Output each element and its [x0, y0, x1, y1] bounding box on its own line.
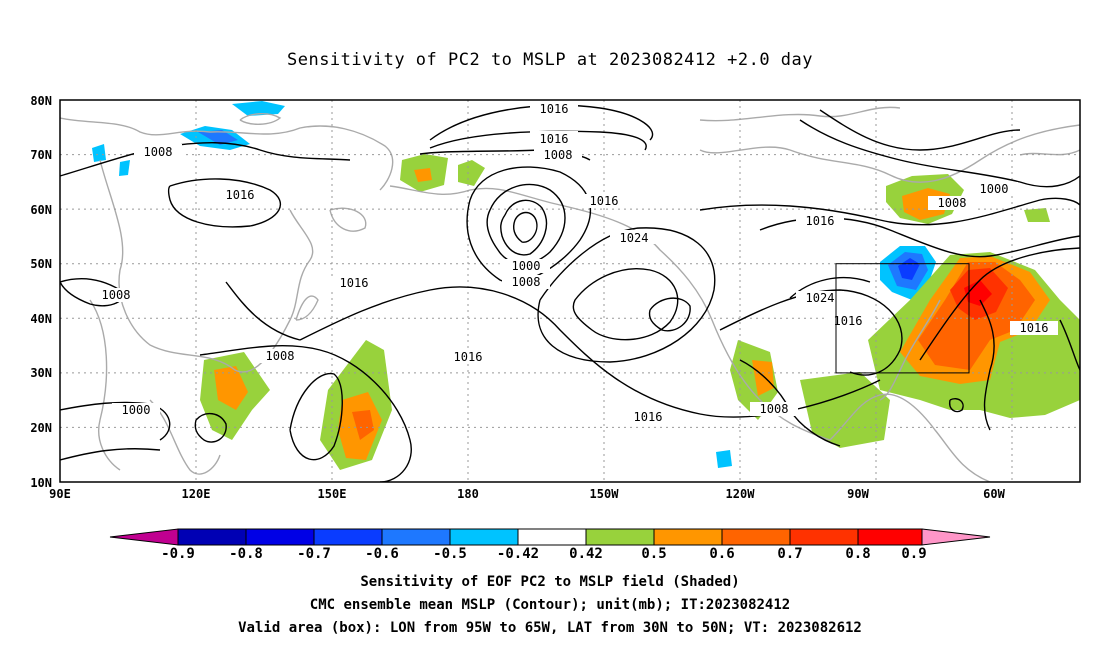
contour-label: 1008: [144, 145, 173, 159]
lon-label: 150E: [318, 487, 347, 501]
contour-label: 1016: [834, 314, 863, 328]
longitude-labels: 90E 120E 150E 180 150W 120W 90W 60W: [49, 487, 1005, 501]
contour-label: 1008: [266, 349, 295, 363]
pos-shade: [352, 410, 374, 440]
colorbar-bin: [381, 528, 451, 546]
colorbar-label: 0.6: [709, 546, 734, 562]
caption-valid-area: Valid area (box): LON from 95W to 65W, L…: [238, 620, 862, 636]
colorbar: -0.9 -0.8 -0.7 -0.6 -0.5 -0.42 0.42 0.5 …: [109, 528, 991, 562]
contour-label: 1008: [938, 196, 967, 210]
pos-shade: [730, 340, 778, 420]
lat-label: 10N: [30, 476, 52, 490]
neg-shade: [198, 130, 238, 145]
colorbar-low-triangle: [109, 528, 179, 546]
colorbar-bin: [517, 528, 587, 546]
contour-label: 1008: [544, 148, 573, 162]
contour-label: 1016: [634, 410, 663, 424]
colorbar-high-triangle: [921, 528, 991, 546]
colorbar-label: -0.9: [161, 546, 195, 562]
colorbar-bin: [857, 528, 923, 546]
sensitivity-map: 1016 1016 1008 1016 1008 1016 1024 1000 …: [30, 94, 1081, 562]
colorbar-bin: [313, 528, 383, 546]
lon-label: 120W: [726, 487, 756, 501]
lat-label: 30N: [30, 366, 52, 380]
colorbar-label: -0.7: [297, 546, 331, 562]
shaded-sensitivity: [92, 101, 1080, 470]
colorbar-bin: [789, 528, 859, 546]
lon-label: 60W: [983, 487, 1005, 501]
pos-shade: [1024, 208, 1050, 222]
contour-label: 1000: [122, 403, 151, 417]
lat-label: 40N: [30, 312, 52, 326]
lon-label: 90W: [847, 487, 869, 501]
colorbar-label: -0.5: [433, 546, 467, 562]
neg-shade: [119, 160, 130, 176]
contour-label: 1016: [1020, 321, 1049, 335]
lat-label: 20N: [30, 421, 52, 435]
coastlines: [60, 106, 1080, 482]
caption-shading: Sensitivity of EOF PC2 to MSLP field (Sh…: [360, 574, 740, 590]
contour-label: 1016: [340, 276, 369, 290]
colorbar-bin: [177, 528, 247, 546]
colorbar-bin: [245, 528, 315, 546]
caption-contour: CMC ensemble mean MSLP (Contour); unit(m…: [309, 597, 791, 613]
lat-label: 60N: [30, 203, 52, 217]
lat-label: 80N: [30, 94, 52, 108]
colorbar-label: 0.7: [777, 546, 802, 562]
colorbar-label: 0.8: [845, 546, 870, 562]
lon-label: 120E: [182, 487, 211, 501]
contour-label: 1016: [540, 102, 569, 116]
lon-label: 180: [457, 487, 479, 501]
neg-shade: [716, 450, 732, 468]
colorbar-bin: [449, 528, 519, 546]
contour-label: 1000: [980, 182, 1009, 196]
map-title: Sensitivity of PC2 to MSLP at 2023082412…: [286, 50, 813, 70]
colorbar-label: -0.8: [229, 546, 263, 562]
pos-shade: [800, 372, 890, 448]
contour-label: 1016: [226, 188, 255, 202]
colorbar-label: -0.42: [497, 546, 539, 562]
contour-label: 1008: [760, 402, 789, 416]
colorbar-label: 0.5: [641, 546, 666, 562]
colorbar-bin: [585, 528, 655, 546]
latitude-labels: 80N 70N 60N 50N 40N 30N 20N 10N: [30, 94, 52, 490]
colorbar-label: 0.42: [569, 546, 603, 562]
contour-labels: 1016 1016 1008 1016 1008 1016 1024 1000 …: [92, 101, 1058, 424]
contour-label: 1008: [512, 275, 541, 289]
map-frame: [59, 99, 1081, 483]
contour-label: 1016: [540, 132, 569, 146]
pos-shade: [964, 280, 992, 306]
pos-shade: [752, 360, 774, 396]
pos-shade: [414, 168, 432, 182]
contour-label: 1016: [590, 194, 619, 208]
neg-shade: [232, 101, 285, 116]
contour-label: 1024: [806, 291, 835, 305]
colorbar-label: -0.6: [365, 546, 399, 562]
valid-area-box: [835, 263, 970, 374]
contour-label: 1008: [102, 288, 131, 302]
neg-shade: [92, 144, 106, 162]
lat-label: 70N: [30, 148, 52, 162]
contour-label: 1016: [454, 350, 483, 364]
colorbar-bin: [721, 528, 791, 546]
colorbar-label: 0.9: [901, 546, 926, 562]
lon-label: 90E: [49, 487, 71, 501]
contour-label: 1016: [806, 214, 835, 228]
pos-shade: [214, 366, 248, 410]
lon-label: 150W: [590, 487, 620, 501]
colorbar-bin: [653, 528, 723, 546]
contour-label: 1000: [512, 259, 541, 273]
contour-label: 1024: [620, 231, 649, 245]
pos-shade: [458, 160, 485, 186]
lat-label: 50N: [30, 257, 52, 271]
